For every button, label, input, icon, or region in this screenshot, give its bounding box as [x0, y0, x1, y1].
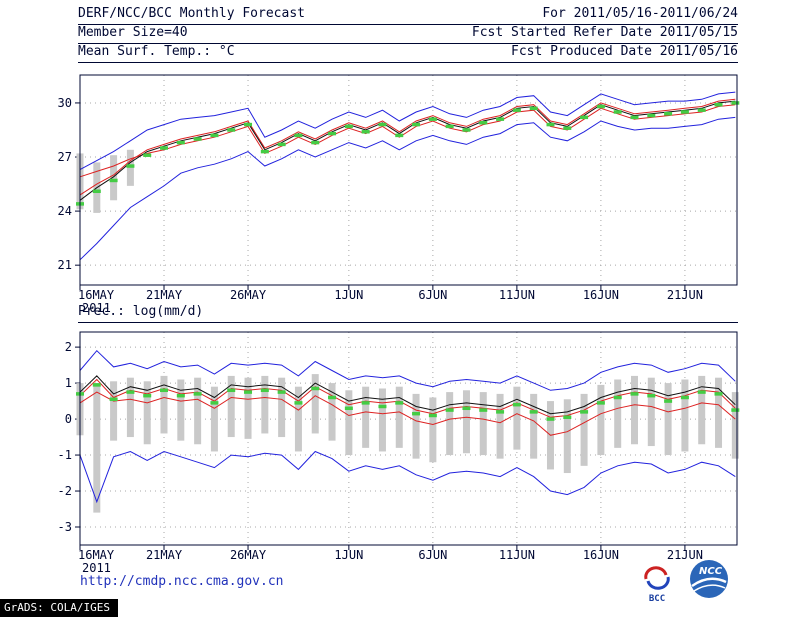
bcc-logo-label: BCC	[648, 594, 666, 604]
header-row-2: Member Size=40 Fcst Started Refer Date 2…	[78, 24, 738, 44]
source-url-link[interactable]: http://cmdp.ncc.cma.gov.cn	[80, 574, 284, 589]
svg-text:16JUN: 16JUN	[583, 288, 619, 302]
svg-text:-1: -1	[58, 448, 72, 462]
svg-text:26MAY: 26MAY	[230, 548, 267, 562]
svg-text:16MAY: 16MAY	[78, 548, 115, 562]
svg-text:2011: 2011	[82, 301, 111, 315]
svg-text:1JUN: 1JUN	[334, 288, 363, 302]
bcc-logo: BCC	[637, 565, 677, 604]
svg-text:21JUN: 21JUN	[667, 548, 703, 562]
forecast-range: For 2011/05/16-2011/06/24	[542, 6, 738, 21]
svg-text:24: 24	[58, 204, 72, 218]
svg-text:6JUN: 6JUN	[418, 548, 447, 562]
svg-text:21MAY: 21MAY	[146, 548, 183, 562]
ncc-logo-text: NCC	[699, 566, 723, 577]
svg-text:2011: 2011	[82, 561, 111, 575]
svg-text:1: 1	[65, 376, 72, 390]
temp-chart-plot: 21 24 27 30 16MAY 21MAY 26MAY 1JUN 6JUN 11JUN 16JU…	[58, 74, 740, 315]
ncc-logo: NCC	[686, 558, 732, 604]
svg-text:11JUN: 11JUN	[499, 288, 535, 302]
svg-text:30: 30	[58, 96, 72, 110]
svg-text:-2: -2	[58, 484, 72, 498]
temp-panel-title: Mean Surf. Temp.: °C	[78, 44, 235, 59]
svg-text:26MAY: 26MAY	[230, 288, 267, 302]
refer-date-label: Fcst Started Refer Date 2011/05/15	[471, 25, 738, 40]
precip-chart-plot: -3 -2 -1 0 1 2 16MAY 21MAY 26MAY 1JUN 6JUN 11JUN 16J…	[58, 331, 740, 575]
svg-text:6JUN: 6JUN	[418, 288, 447, 302]
svg-text:1JUN: 1JUN	[334, 548, 363, 562]
svg-text:27: 27	[58, 150, 72, 164]
prec-panel-title: Prec.: log(mm/d)	[78, 303, 738, 323]
svg-text:21: 21	[58, 258, 72, 272]
bcc-logo-icon	[644, 566, 670, 590]
grads-credit-badge: GrADS: COLA/IGES	[0, 599, 118, 617]
svg-text:21JUN: 21JUN	[667, 288, 703, 302]
svg-text:16JUN: 16JUN	[583, 548, 619, 562]
svg-text:2: 2	[65, 340, 72, 354]
produced-date-label: Fcst Produced Date 2011/05/16	[511, 44, 738, 59]
member-size-label: Member Size=40	[78, 25, 188, 40]
svg-text:0: 0	[65, 412, 72, 426]
header-row-1: DERF/NCC/BCC Monthly Forecast For 2011/0…	[78, 5, 738, 25]
svg-text:-3: -3	[58, 520, 72, 534]
svg-text:11JUN: 11JUN	[499, 548, 535, 562]
page-title: DERF/NCC/BCC Monthly Forecast	[78, 6, 305, 21]
ncc-logo-icon: NCC	[690, 560, 728, 598]
svg-text:21MAY: 21MAY	[146, 288, 183, 302]
header-row-3: Mean Surf. Temp.: °C Fcst Produced Date …	[78, 43, 738, 63]
svg-text:16MAY: 16MAY	[78, 288, 115, 302]
